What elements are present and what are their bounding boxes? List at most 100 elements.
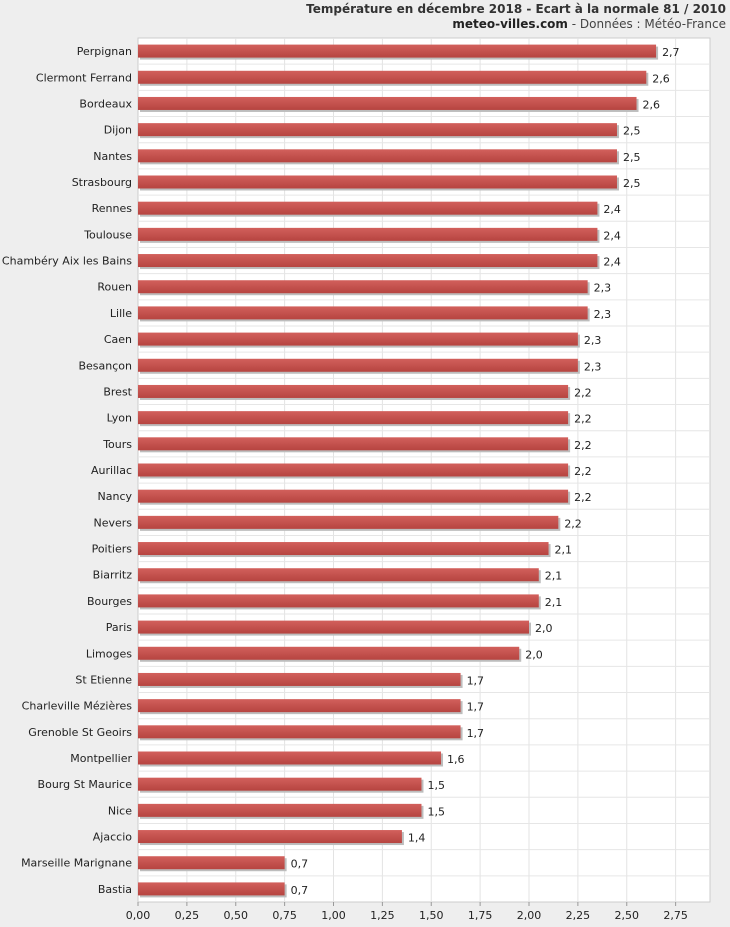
bars-group — [138, 44, 659, 898]
bar[interactable] — [138, 96, 637, 110]
value-label: 2,6 — [652, 72, 670, 85]
bar[interactable] — [138, 803, 422, 817]
x-axis-ticks: 0,00 0,25 0,50 0,75 1,00 1,25 1,50 1,75 2,00 2,25… — [126, 902, 688, 922]
category-label: Nice — [108, 804, 132, 817]
bar[interactable] — [138, 830, 402, 844]
category-label: Bordeaux — [79, 97, 132, 110]
bar[interactable] — [138, 306, 588, 320]
value-label: 2,3 — [584, 360, 602, 373]
category-label: Rennes — [92, 202, 133, 215]
value-labels: 2,72,62,62,52,52,52,42,42,42,32,32,32,32… — [291, 46, 680, 897]
category-label: Poitiers — [92, 543, 133, 556]
value-label: 2,7 — [662, 46, 680, 59]
x-tick-label: 2,75 — [663, 909, 688, 922]
bar[interactable] — [138, 149, 617, 163]
category-label: Rouen — [97, 281, 132, 294]
x-tick-label: 1,75 — [468, 909, 493, 922]
category-label: Besançon — [78, 359, 132, 372]
bar[interactable] — [138, 856, 285, 870]
value-label: 0,7 — [291, 858, 309, 871]
value-label: 2,0 — [525, 648, 543, 661]
category-label: Aurillac — [91, 464, 132, 477]
value-label: 2,5 — [623, 177, 641, 190]
value-label: 2,2 — [574, 491, 592, 504]
category-label: Brest — [103, 385, 132, 398]
bar[interactable] — [138, 751, 442, 765]
value-label: 2,3 — [584, 334, 602, 347]
value-label: 2,2 — [574, 386, 592, 399]
value-label: 2,5 — [623, 125, 641, 138]
bar[interactable] — [138, 437, 569, 451]
bar[interactable] — [138, 699, 461, 713]
value-label: 2,1 — [555, 544, 573, 557]
bar[interactable] — [138, 542, 549, 556]
bar[interactable] — [138, 568, 539, 582]
x-tick-label: 2,50 — [615, 909, 640, 922]
value-label: 2,2 — [574, 439, 592, 452]
value-label: 2,1 — [545, 570, 563, 583]
value-label: 2,2 — [574, 465, 592, 478]
category-label: Bourg St Maurice — [38, 778, 133, 791]
category-label: Nantes — [93, 150, 132, 163]
bar[interactable] — [138, 646, 520, 660]
bar[interactable] — [138, 411, 569, 425]
x-tick-label: 0,00 — [126, 909, 151, 922]
x-tick-label: 2,25 — [566, 909, 591, 922]
bar[interactable] — [138, 332, 578, 346]
x-tick-label: 2,00 — [517, 909, 542, 922]
category-label: Dijon — [104, 124, 132, 137]
value-label: 2,4 — [603, 256, 621, 269]
bar[interactable] — [138, 620, 529, 634]
category-label: Tours — [102, 438, 132, 451]
bar[interactable] — [138, 44, 657, 58]
bar[interactable] — [138, 358, 578, 372]
x-tick-label: 0,25 — [175, 909, 200, 922]
category-label: Marseille Marignane — [21, 857, 132, 870]
value-label: 1,7 — [467, 674, 485, 687]
bar[interactable] — [138, 175, 617, 189]
chart-title: Température en décembre 2018 - Ecart à l… — [306, 2, 726, 16]
category-label: Montpellier — [70, 752, 132, 765]
category-label: Clermont Ferrand — [36, 71, 132, 84]
category-label: Toulouse — [83, 228, 132, 241]
value-label: 2,0 — [535, 622, 553, 635]
value-label: 2,4 — [603, 229, 621, 242]
value-label: 2,2 — [564, 517, 582, 530]
category-label: Caen — [104, 333, 132, 346]
x-tick-label: 0,75 — [272, 909, 297, 922]
bar[interactable] — [138, 515, 559, 529]
category-label: Perpignan — [77, 45, 132, 58]
bar[interactable] — [138, 882, 285, 896]
bar[interactable] — [138, 463, 569, 477]
bar[interactable] — [138, 384, 569, 398]
bar[interactable] — [138, 725, 461, 739]
category-label: Charleville Mézières — [22, 700, 133, 713]
value-label: 1,7 — [467, 727, 485, 740]
bar[interactable] — [138, 227, 598, 241]
value-label: 1,5 — [427, 779, 445, 792]
bar[interactable] — [138, 777, 422, 791]
bar[interactable] — [138, 201, 598, 215]
bar[interactable] — [138, 672, 461, 686]
x-tick-label: 1,00 — [321, 909, 346, 922]
category-label: Nancy — [98, 490, 133, 503]
bar[interactable] — [138, 70, 647, 84]
bar[interactable] — [138, 280, 588, 294]
category-label: Strasbourg — [72, 176, 132, 189]
value-label: 2,3 — [594, 308, 612, 321]
bar[interactable] — [138, 594, 539, 608]
category-label: St Etienne — [75, 673, 132, 686]
category-label: Lille — [110, 307, 132, 320]
bar[interactable] — [138, 489, 569, 503]
category-label: Chambéry Aix les Bains — [2, 255, 132, 268]
category-label: Bastia — [98, 883, 132, 896]
value-label: 2,6 — [643, 98, 661, 111]
value-label: 1,7 — [467, 701, 485, 714]
category-label: Ajaccio — [93, 831, 132, 844]
chart-subtitle: meteo-villes.com - Données : Météo-Franc… — [452, 17, 726, 31]
x-tick-label: 1,50 — [419, 909, 444, 922]
bar[interactable] — [138, 254, 598, 268]
bar[interactable] — [138, 123, 617, 137]
value-label: 1,5 — [427, 805, 445, 818]
